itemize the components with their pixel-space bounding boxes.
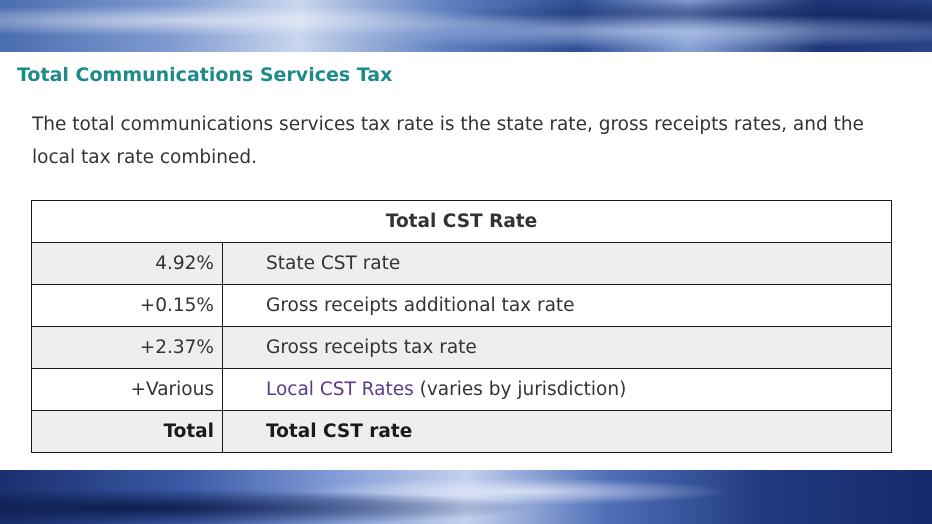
rate-label: Gross receipts tax rate — [222, 326, 892, 369]
background-image-top — [0, 0, 932, 52]
rate-label-suffix: (varies by jurisdiction) — [413, 379, 627, 400]
section-description: The total communications services tax ra… — [32, 114, 864, 168]
rate-label: Gross receipts additional tax rate — [222, 284, 892, 327]
content-panel: Total Communications Services Tax The to… — [0, 52, 932, 470]
table-row: +Various Local CST Rates (varies by juri… — [31, 368, 892, 411]
background-image-bottom — [0, 470, 932, 524]
local-cst-rates-link[interactable]: Local CST Rates — [266, 379, 414, 400]
total-label: Total CST rate — [222, 410, 892, 453]
rate-amount: +2.37% — [31, 326, 223, 369]
table-header-row: Total CST Rate — [31, 200, 892, 243]
table-row: +0.15% Gross receipts additional tax rat… — [31, 284, 892, 327]
rate-amount: +Various — [31, 368, 223, 411]
table-row: +2.37% Gross receipts tax rate — [31, 326, 892, 369]
total-amount: Total — [31, 410, 223, 453]
rate-amount: 4.92% — [31, 242, 223, 285]
section-heading: Total Communications Services Tax — [17, 64, 393, 86]
table-total-row: Total Total CST rate — [31, 410, 892, 453]
rate-label: Local CST Rates (varies by jurisdiction) — [222, 368, 892, 411]
rate-label: State CST rate — [222, 242, 892, 285]
rate-amount: +0.15% — [31, 284, 223, 327]
cst-rate-table: Total CST Rate 4.92% State CST rate +0.1… — [31, 200, 892, 453]
table-row: 4.92% State CST rate — [31, 242, 892, 285]
table-header: Total CST Rate — [31, 200, 892, 243]
